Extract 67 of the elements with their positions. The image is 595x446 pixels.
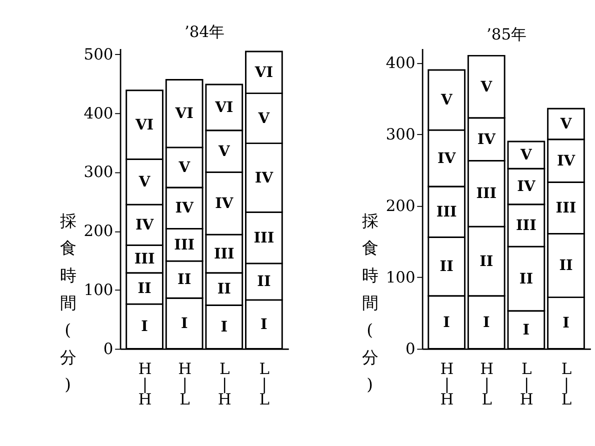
series-label: I	[522, 321, 530, 338]
text: III	[174, 236, 195, 254]
series-label: V	[520, 146, 533, 164]
y-tick-label: 200	[386, 196, 416, 215]
x-tick-label: H | L	[480, 360, 494, 409]
text: VI	[254, 64, 273, 81]
text: II	[519, 270, 533, 288]
series-label: V	[178, 159, 191, 176]
y-tick-label: 300	[84, 163, 114, 182]
series-label: III	[476, 185, 497, 202]
x-tick-label: H | L	[178, 360, 192, 409]
text: II	[559, 257, 573, 274]
y-tick-label: 0	[103, 340, 114, 358]
x-tick-label: H | H	[138, 360, 152, 409]
text: IV	[517, 178, 536, 196]
x-tick-label: L | L	[259, 360, 270, 409]
text: II	[217, 280, 231, 298]
text: I	[141, 318, 148, 335]
y-tick-label: 200	[84, 222, 114, 240]
series-label: VI	[214, 98, 234, 116]
text: V	[560, 116, 572, 133]
series-label: I	[220, 318, 228, 336]
text: II	[440, 258, 454, 276]
text: I	[562, 314, 570, 332]
text: V	[218, 142, 230, 160]
text: IV	[254, 169, 273, 186]
text: V	[480, 78, 492, 96]
series-label: IV	[215, 194, 234, 212]
y-tick-label: 300	[386, 125, 416, 144]
series-label: III	[134, 250, 155, 268]
chart-title: ’84年	[184, 23, 224, 42]
series-label: II	[138, 280, 152, 297]
text: I	[180, 315, 188, 332]
text: V	[258, 110, 270, 127]
text: III	[516, 217, 536, 234]
y-tick-label: 400	[386, 54, 416, 72]
text: VI	[135, 116, 154, 134]
series-label: II	[480, 252, 494, 270]
text: I	[443, 314, 450, 331]
y-tick-label: 500	[84, 45, 114, 64]
text: IV	[175, 200, 194, 217]
x-tick-label: L | H	[218, 360, 232, 409]
y-tick-label: 400	[84, 104, 114, 122]
x-tick-label: H | H	[440, 360, 454, 409]
text: IV	[477, 130, 496, 148]
text: VI	[175, 105, 194, 122]
text: IV	[135, 216, 154, 234]
text: II	[257, 273, 271, 290]
text: II	[178, 271, 192, 288]
y-tick-label: 100	[386, 268, 416, 286]
text: III	[436, 203, 457, 220]
text: III	[214, 245, 234, 262]
text: III	[556, 200, 576, 217]
text: IV	[556, 152, 576, 170]
text: I	[260, 316, 268, 333]
series-label: IV	[438, 150, 456, 167]
y-axis-title: 採食時間(分)	[60, 211, 76, 394]
x-tick-label: L | H	[520, 360, 534, 409]
chart-title: ’85年	[486, 25, 526, 44]
x-tick-label: L | L	[561, 360, 572, 409]
y-tick-label: 100	[84, 280, 114, 299]
text: V	[440, 92, 452, 109]
text: V	[138, 173, 150, 190]
text: III	[254, 229, 274, 246]
y-tick-label: 0	[405, 340, 416, 358]
text: I	[482, 314, 490, 331]
y-axis-title: 採食時間(分)	[362, 211, 378, 394]
